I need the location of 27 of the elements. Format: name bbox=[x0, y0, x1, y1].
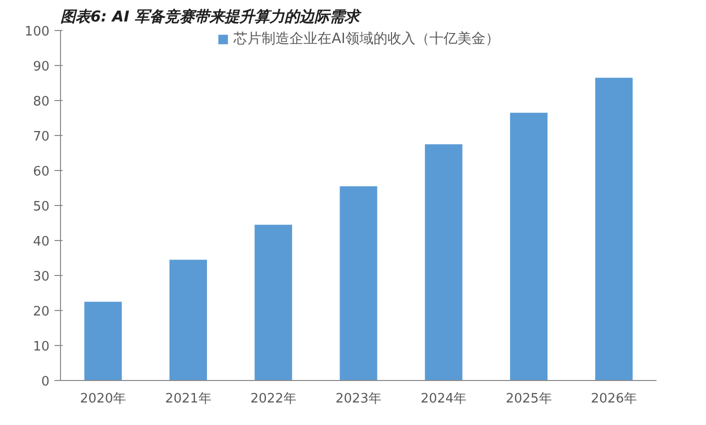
bar bbox=[169, 260, 207, 380]
y-tick-label: 70 bbox=[32, 130, 50, 144]
x-tick-label: 2026年 bbox=[590, 392, 637, 406]
bar bbox=[340, 186, 378, 380]
x-tick-label: 2025年 bbox=[506, 392, 552, 406]
y-tick-label: 100 bbox=[24, 24, 50, 40]
y-tick-label: 10 bbox=[32, 340, 50, 354]
bar bbox=[254, 224, 292, 380]
bar bbox=[84, 302, 122, 380]
x-tick-label: 2020年 bbox=[80, 392, 126, 406]
y-tick-label: 50 bbox=[32, 200, 50, 214]
x-tick-label: 2021年 bbox=[165, 392, 212, 406]
y-tick-label: 80 bbox=[32, 94, 50, 110]
y-tick-label: 20 bbox=[32, 304, 50, 320]
y-tick-label: 60 bbox=[32, 164, 50, 180]
y-tick-label: 40 bbox=[32, 234, 50, 250]
bar bbox=[510, 112, 548, 380]
bar bbox=[595, 78, 633, 380]
legend-label: 芯片制造企业在AI领域的收入（十亿美金） bbox=[234, 30, 500, 48]
x-tick-label: 2024年 bbox=[420, 392, 467, 406]
chart-title: 图表6: AI 军备竞赛带来提升算力的边际需求 bbox=[60, 8, 363, 26]
x-tick-label: 2023年 bbox=[335, 392, 382, 406]
bar bbox=[424, 144, 462, 380]
y-tick-label: 90 bbox=[32, 60, 50, 74]
y-tick-label: 0 bbox=[41, 374, 50, 390]
x-tick-label: 2022年 bbox=[250, 392, 296, 406]
y-tick-label: 30 bbox=[32, 270, 50, 284]
